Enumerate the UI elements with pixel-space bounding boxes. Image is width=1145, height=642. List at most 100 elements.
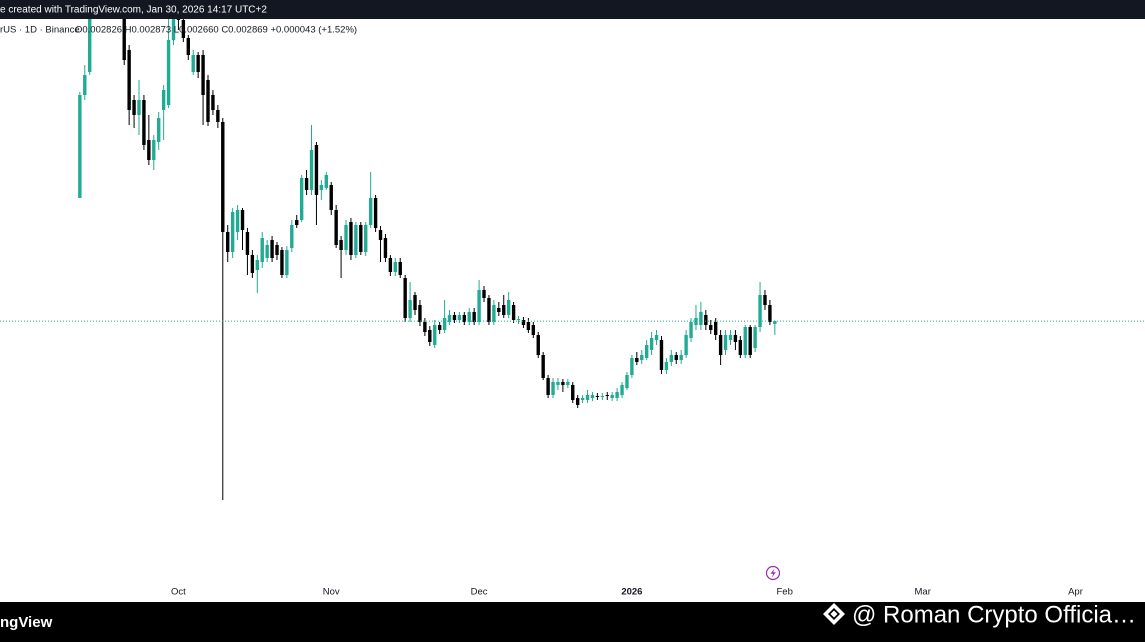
candle-body	[595, 396, 600, 397]
candle-body	[487, 298, 491, 322]
candle-body	[83, 75, 87, 95]
candle-body	[580, 398, 585, 400]
candle-body	[181, 20, 186, 38]
candle-body	[728, 335, 733, 340]
candle-body	[768, 305, 772, 322]
candle-body	[472, 312, 476, 322]
watermark-icon	[823, 603, 845, 625]
candle-body	[373, 198, 378, 228]
candle-body	[383, 238, 388, 258]
candle-body	[748, 327, 752, 355]
candle-body	[226, 232, 230, 252]
candle-body	[255, 260, 259, 270]
candle-body	[733, 335, 738, 342]
top-bar-text: e created with TradingView.com, Jan 30, …	[0, 5, 267, 16]
candle-body	[743, 327, 747, 355]
candle-body	[718, 335, 723, 355]
candle-body	[201, 55, 205, 95]
candle-body	[689, 322, 693, 338]
candle-body	[447, 315, 452, 322]
candle-body	[235, 210, 240, 232]
candle-body	[142, 100, 146, 145]
candle-body	[615, 392, 619, 398]
candle-body	[285, 250, 289, 275]
candle-body	[738, 340, 743, 355]
candle-body	[304, 178, 309, 190]
candle-body	[398, 262, 402, 275]
candle-body	[334, 210, 338, 245]
candle-body	[452, 315, 457, 320]
candle-body	[571, 385, 575, 400]
candle-body	[477, 290, 481, 322]
candle-body	[442, 318, 447, 330]
candle-body	[644, 345, 649, 358]
candle-body	[344, 225, 348, 250]
candle-body	[462, 315, 467, 322]
candle-body	[694, 318, 698, 325]
candle-body	[482, 290, 486, 298]
candle-body	[270, 240, 274, 258]
candle-body	[388, 258, 393, 272]
candle-body	[541, 355, 545, 378]
candle-body	[329, 185, 333, 210]
x-tick-label: Feb	[777, 587, 793, 598]
candle-body	[403, 278, 407, 318]
event-icon[interactable]	[765, 565, 781, 581]
footer-bar	[0, 602, 1145, 642]
candle-body	[211, 95, 215, 110]
candle-body	[378, 230, 383, 240]
footer-logo: ngView	[0, 614, 53, 631]
candle-body	[492, 305, 496, 322]
candle-body	[260, 238, 264, 262]
candle-body	[684, 335, 688, 355]
candle-body	[590, 395, 595, 398]
candle-body	[531, 325, 536, 335]
candle-body	[704, 315, 708, 325]
candle-body	[605, 395, 609, 396]
candle-body	[196, 55, 200, 72]
candle-body	[753, 327, 757, 348]
candle-body	[699, 312, 703, 325]
candle-body	[191, 55, 195, 72]
ohlc-label: O0.002826 H0.002873 L0.002660 C0.002869 …	[75, 25, 357, 36]
candle-body	[546, 378, 550, 395]
candle-body	[122, 19, 126, 60]
candle-body	[216, 110, 220, 122]
candle-body	[551, 382, 555, 395]
candle-body	[433, 325, 437, 345]
candle-body	[152, 140, 156, 160]
candle-body	[679, 355, 683, 360]
candle-body	[723, 335, 728, 350]
candle-body	[659, 340, 664, 370]
overlay: Oct Nov Dec 2026 Feb Mar Apr	[0, 320, 1145, 598]
x-tick-label: Oct	[171, 587, 186, 598]
candle-body	[610, 395, 614, 398]
candle-body	[664, 362, 669, 370]
candle-body	[669, 355, 674, 362]
candle-body	[497, 308, 501, 312]
candle-body	[457, 315, 462, 320]
watermark-text: @ Roman Crypto Officia…	[852, 601, 1136, 628]
candle-body	[309, 150, 314, 190]
candle-body	[314, 145, 319, 195]
candle-body	[359, 225, 363, 252]
candle-body	[364, 225, 368, 252]
x-tick-label: Dec	[471, 587, 488, 598]
candle-body	[339, 240, 343, 250]
candle-body	[161, 90, 166, 110]
candle-body	[250, 255, 255, 273]
candle-body	[245, 232, 250, 255]
candle-body	[521, 320, 526, 325]
candle-body	[157, 118, 161, 142]
candle-body	[295, 220, 299, 225]
candle-body	[713, 322, 718, 335]
x-tick-label: Nov	[323, 587, 340, 598]
candle-body	[600, 396, 605, 397]
candle-body	[368, 198, 373, 225]
candle-body	[240, 210, 245, 230]
candle-body	[206, 80, 210, 122]
candle-body	[511, 305, 516, 320]
candle-body	[413, 295, 417, 310]
